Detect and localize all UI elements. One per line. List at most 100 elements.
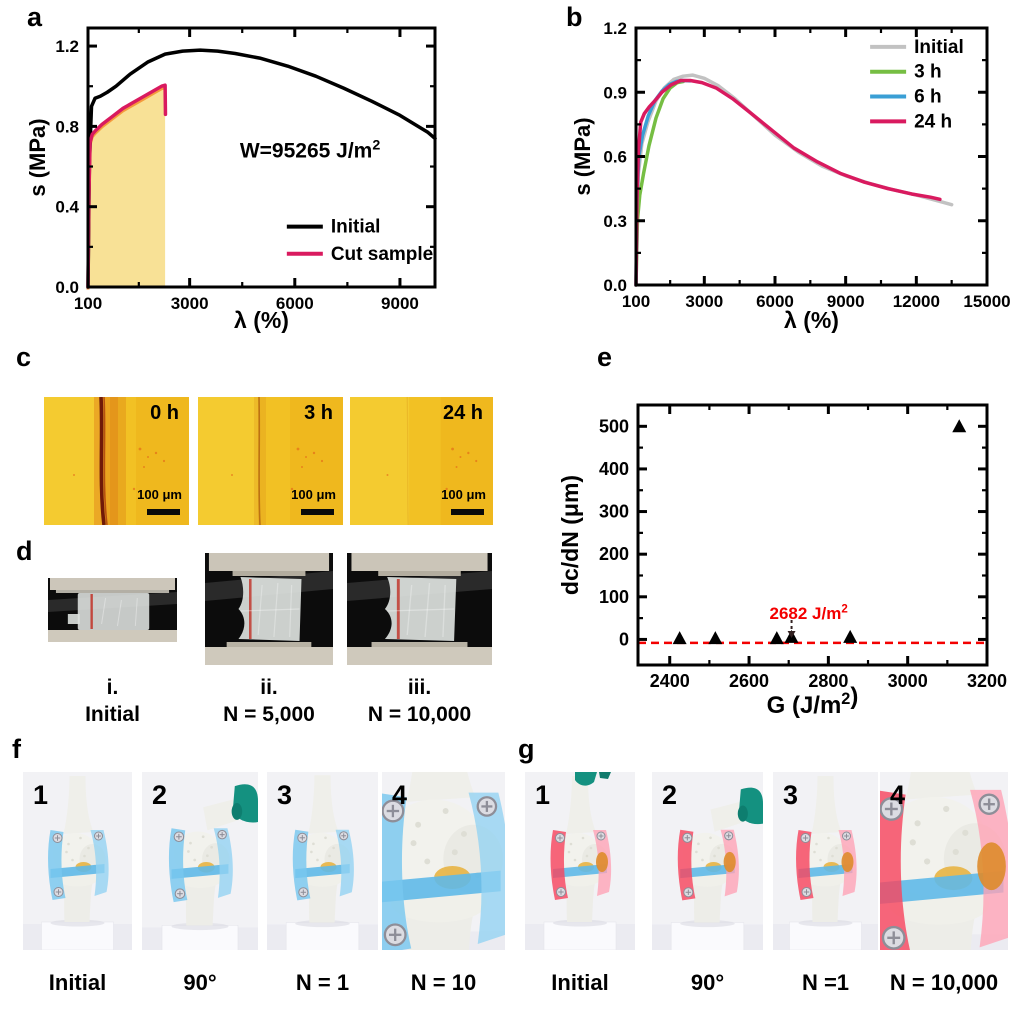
svg-text:W=95265 J/m2: W=95265 J/m2: [240, 138, 381, 163]
svg-text:dc/dN (μm): dc/dN (μm): [557, 475, 583, 595]
micrograph-24h-image: [350, 397, 493, 525]
svg-text:9000: 9000: [381, 294, 419, 313]
micrograph-3h-image: [198, 397, 343, 525]
photo-caption: N = 5,000: [223, 703, 315, 726]
photo-caption: N = 10: [410, 970, 477, 995]
panel-e-letter: e: [597, 342, 613, 372]
photo-caption: Initial: [551, 970, 609, 995]
photo-caption: N = 10,000: [367, 703, 472, 726]
svg-text:100: 100: [622, 292, 650, 311]
photo-number: 4: [890, 780, 906, 810]
healing-time-chart-b: 100 3000 6000 9000 12000 15000 0.0 0.3 0.6 0.9 1.2…: [570, 19, 1011, 333]
knee-photo-image: [880, 772, 1008, 950]
scale-bar: [301, 509, 334, 515]
photo-index: iii.: [407, 676, 432, 699]
photo-number: 4: [392, 780, 408, 810]
svg-text:500: 500: [599, 416, 629, 436]
svg-text:6000: 6000: [756, 292, 794, 311]
knee-red-2: 2 90°: [652, 772, 763, 995]
svg-text:0: 0: [619, 629, 629, 649]
svg-text:0.6: 0.6: [603, 148, 627, 167]
knee-red-3: 3 N =1: [773, 772, 878, 995]
micrograph-time-label: 24 h: [442, 402, 483, 424]
svg-text:2682 J/m2: 2682 J/m2: [770, 604, 848, 623]
knee-photo-image: [142, 772, 258, 950]
svg-text:0.0: 0.0: [55, 278, 79, 297]
panel-c-letter: c: [16, 342, 32, 372]
svg-text:Cut sample: Cut sample: [331, 244, 433, 265]
svg-text:λ (%): λ (%): [234, 307, 289, 333]
svg-text:3200: 3200: [967, 671, 1007, 691]
knee-blue-2: 2 90°: [142, 772, 258, 995]
svg-text:3000: 3000: [888, 671, 928, 691]
knee-photo-image: [23, 772, 132, 950]
panel-d-letter: d: [16, 536, 33, 566]
photo-caption: Initial: [85, 703, 140, 726]
photo-index: ii.: [260, 676, 278, 699]
svg-text:s (MPa): s (MPa): [570, 117, 595, 195]
scale-bar: [451, 509, 484, 515]
photo-number: 3: [277, 780, 293, 810]
knee-blue-1: 1 Initial: [23, 772, 132, 995]
knee-photo-image: [525, 772, 635, 950]
svg-text:G (J/m2): G (J/m2): [767, 683, 859, 719]
panel-f-letter: f: [12, 734, 21, 764]
micrograph-time-label: 3 h: [304, 402, 333, 424]
svg-text:0.0: 0.0: [603, 276, 627, 295]
svg-text:12000: 12000: [893, 292, 940, 311]
panel-b-letter: b: [566, 2, 583, 32]
svg-text:400: 400: [599, 459, 629, 479]
photo-caption: 90°: [183, 970, 217, 995]
svg-text:3 h: 3 h: [914, 62, 941, 83]
svg-text:100: 100: [74, 294, 102, 313]
knee-blue-3: 3 N = 1: [267, 772, 378, 995]
photo-caption: N = 10,000: [889, 970, 999, 995]
photo-number: 1: [535, 780, 551, 810]
fatigue-photo-5000: ii. N = 5,000: [205, 553, 333, 726]
svg-text:2400: 2400: [650, 671, 690, 691]
svg-text:15000: 15000: [963, 292, 1010, 311]
photo-number: 1: [33, 780, 49, 810]
svg-text:0.9: 0.9: [603, 83, 627, 102]
svg-text:0.4: 0.4: [55, 198, 79, 217]
stress-strain-chart-a: 100 3000 6000 9000 0.0 0.4 0.8 1.2 λ (%) s (MPa) I…: [25, 26, 437, 333]
photo-number: 2: [662, 780, 678, 810]
fatigue-photo-10000: iii. N = 10,000: [347, 553, 492, 726]
clamp-photo-image: [205, 553, 333, 665]
svg-text:1.2: 1.2: [603, 19, 627, 38]
knee-photo-image: [773, 772, 878, 950]
svg-text:Initial: Initial: [331, 217, 381, 238]
photo-number: 2: [152, 780, 168, 810]
fatigue-photo-initial: i. Initial: [48, 553, 177, 726]
svg-text:2600: 2600: [729, 671, 769, 691]
svg-text:1.2: 1.2: [55, 37, 79, 56]
knee-photo-image: [267, 772, 378, 950]
photo-caption: Initial: [48, 970, 107, 995]
knee-red-4: 4 N = 10,000: [880, 772, 1008, 995]
scale-bar-label: 100 μm: [137, 487, 182, 502]
svg-text:6 h: 6 h: [914, 87, 941, 108]
knee-red-1: 1 Initial: [525, 772, 635, 995]
svg-text:λ (%): λ (%): [784, 307, 839, 333]
micrograph-3h: 3 h 100 μm: [198, 397, 343, 525]
knee-photo-image: [652, 772, 763, 950]
knee-photo-image: [382, 772, 505, 950]
photo-caption: 90°: [690, 970, 725, 995]
photo-index: i.: [106, 676, 119, 699]
clamp-photo-image: [48, 578, 177, 642]
micrograph-time-label: 0 h: [150, 402, 179, 424]
svg-text:9000: 9000: [827, 292, 865, 311]
svg-text:24 h: 24 h: [914, 111, 952, 132]
scale-bar-label: 100 μm: [291, 487, 336, 502]
svg-text:0.3: 0.3: [603, 212, 627, 231]
svg-text:100: 100: [599, 587, 629, 607]
svg-text:Initial: Initial: [914, 37, 964, 58]
panel-a-letter: a: [27, 2, 43, 32]
fatigue-threshold-chart-e: 2400 2600 2800 3000 3200 0 100 200 300 400 500 G (J…: [557, 403, 1007, 719]
svg-text:3000: 3000: [171, 294, 209, 313]
svg-text:300: 300: [599, 502, 629, 522]
svg-text:200: 200: [599, 544, 629, 564]
panel-g-letter: g: [518, 734, 535, 764]
clamp-photo-image: [347, 553, 492, 665]
photo-caption: N =1: [801, 970, 850, 995]
